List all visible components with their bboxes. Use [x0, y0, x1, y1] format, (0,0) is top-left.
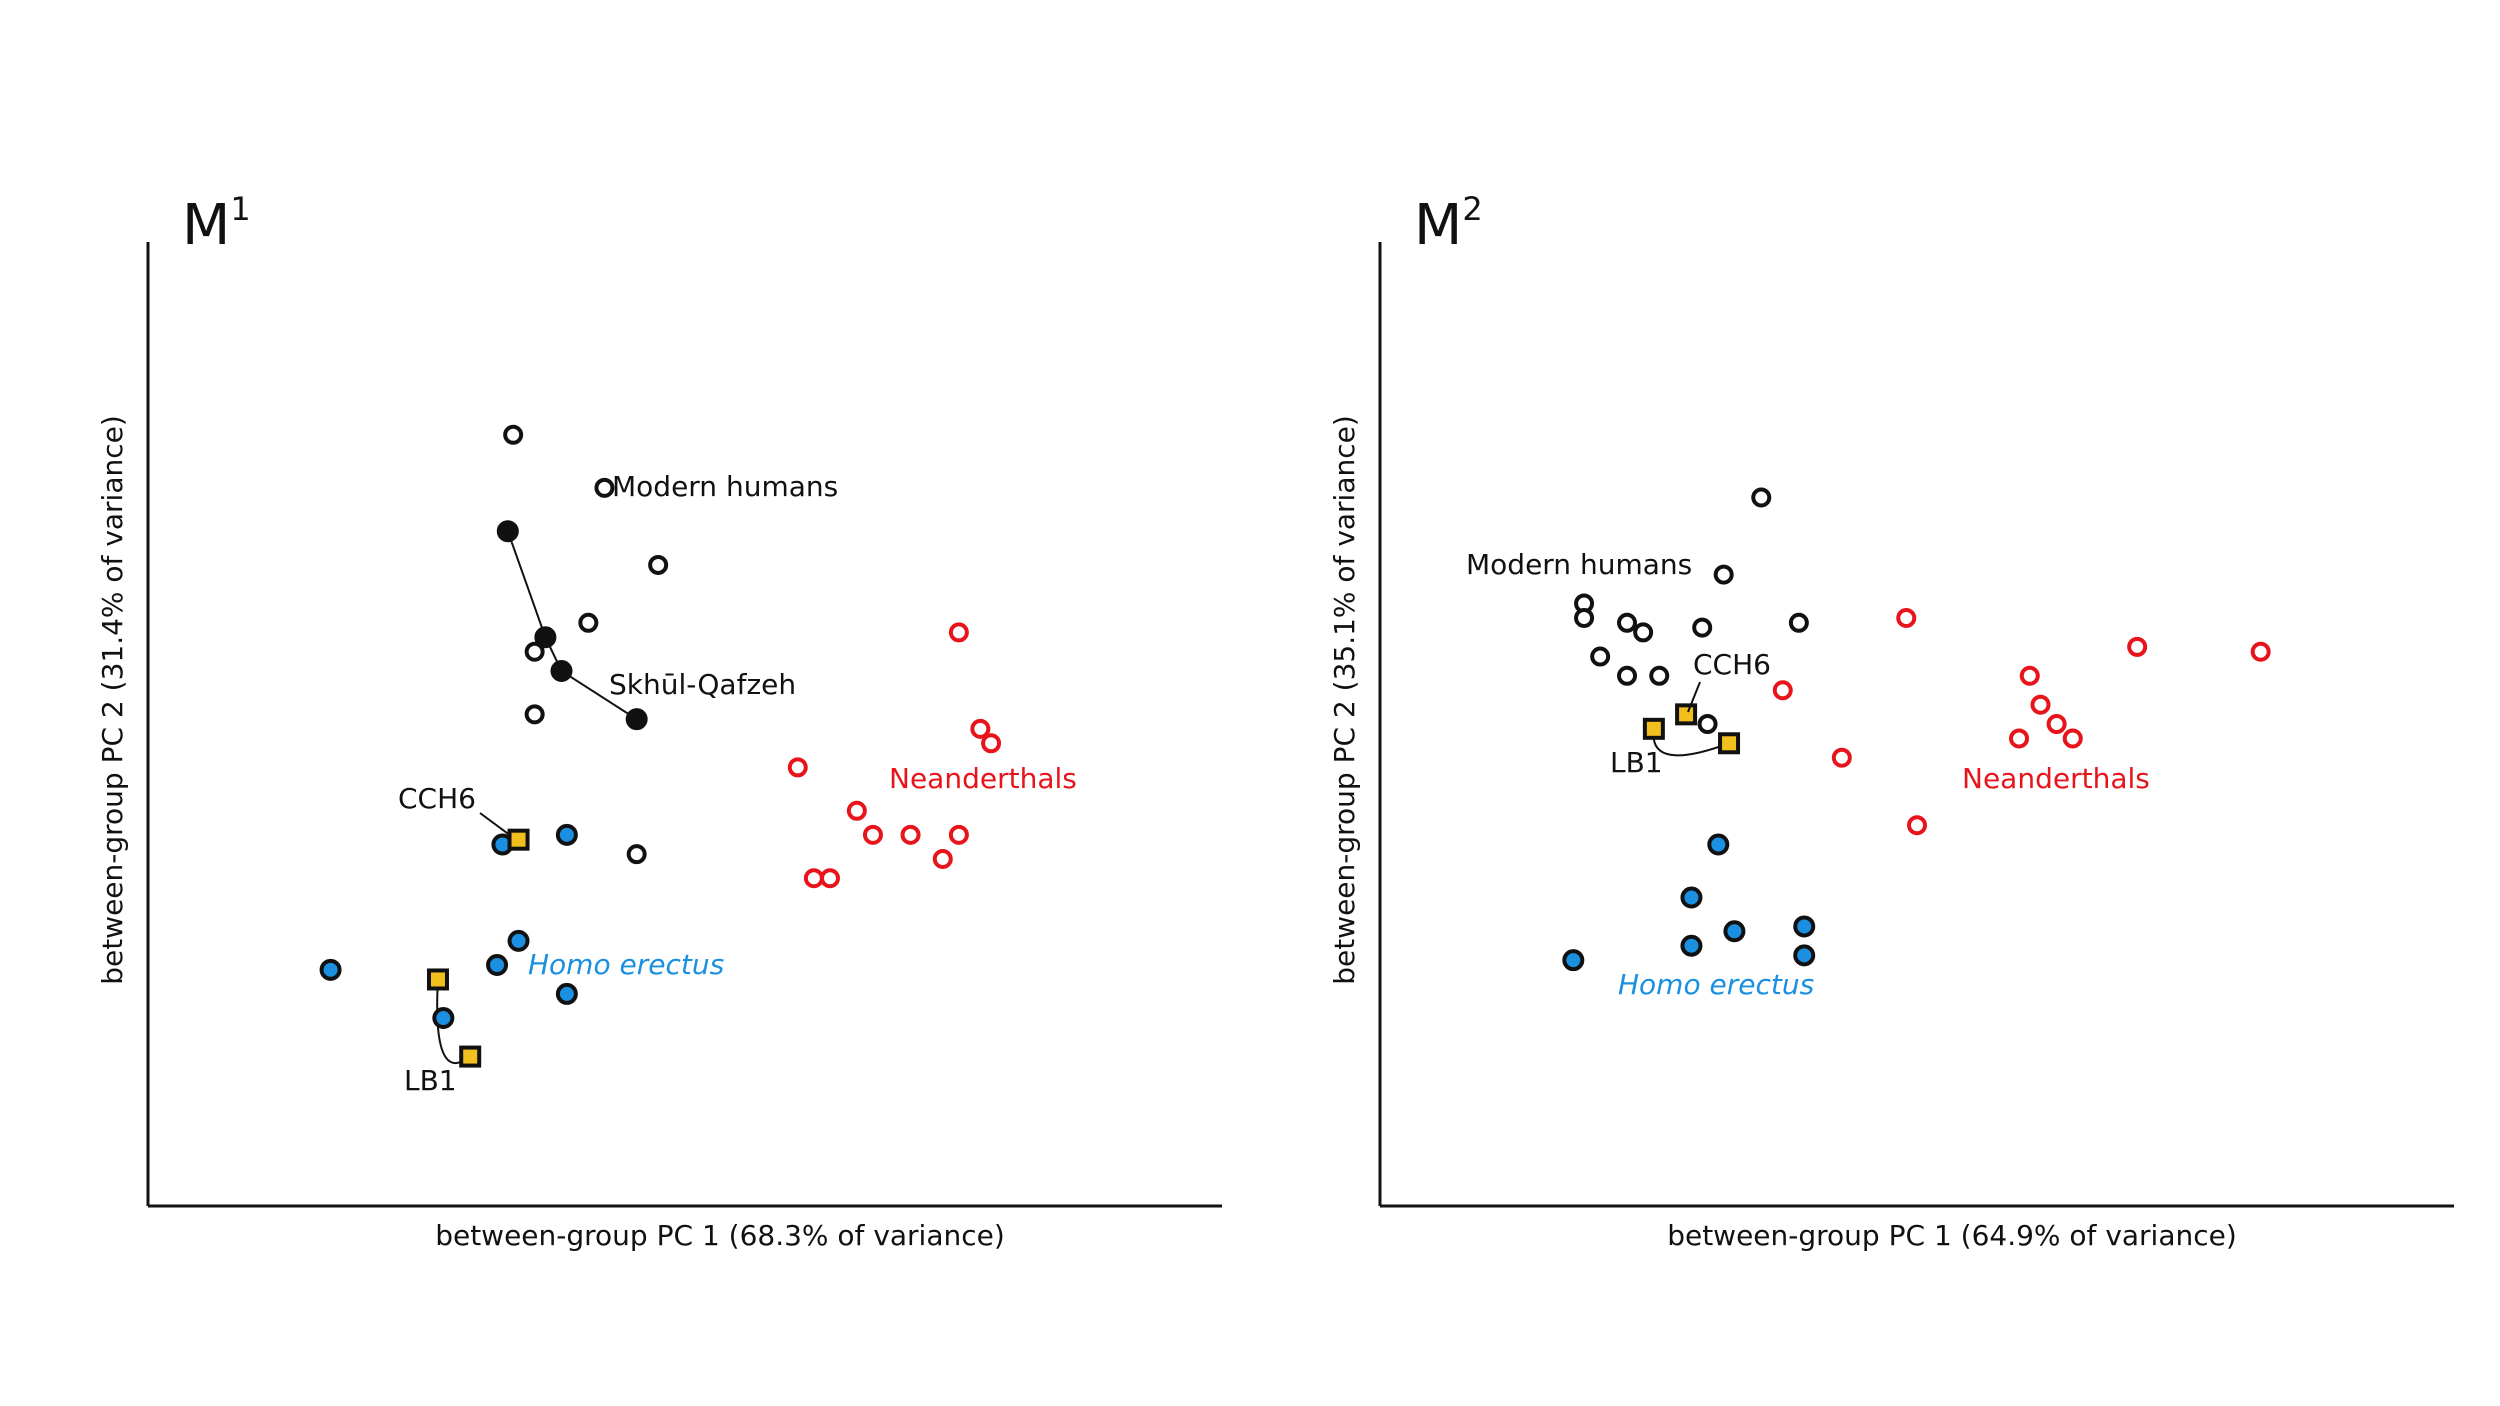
neanderthals-point-7 — [2046, 714, 2067, 734]
lb1-point-1 — [426, 968, 449, 991]
x-axis-label: between-group PC 1 (68.3% of variance) — [435, 1219, 1005, 1252]
homo-erectus-point-1 — [555, 823, 578, 846]
neanderthals-point-6 — [862, 824, 883, 845]
homo-erectus-point-4 — [507, 929, 530, 952]
neanderthals-point-10 — [819, 868, 840, 889]
x-axis-label: between-group PC 1 (64.9% of variance) — [1667, 1219, 2237, 1252]
homo-erectus-point-6 — [1793, 944, 1816, 967]
modern-humans-point-10 — [1617, 665, 1638, 686]
homo-erectus-point-2 — [1680, 886, 1703, 909]
lb1-point-2 — [459, 1045, 482, 1068]
homo-erectus-point-6 — [432, 1007, 455, 1030]
homo-erectus-point-5 — [1680, 934, 1703, 957]
neanderthals-point-6 — [2030, 694, 2051, 715]
panel-m2: M2 between-group PC 1 (64.9% of variance… — [1328, 190, 2454, 1252]
homo-erectus-point-4 — [1793, 915, 1816, 938]
label-neanderthals: Neanderthals — [889, 762, 1077, 795]
modern-humans-point-5 — [1617, 612, 1638, 633]
neanderthals-point-4 — [787, 757, 808, 778]
label-homo-erectus: Homo erectus — [1618, 968, 1814, 1001]
skhul-qafzeh-point-4 — [625, 708, 648, 731]
panel-m1: M1 between-group PC 1 (68.3% of variance… — [96, 190, 1222, 1252]
label-skhul-qafzeh: Skhūl-Qafzeh — [609, 668, 796, 701]
neanderthals-point-11 — [932, 848, 953, 869]
y-axis-label: between-group PC 2 (35.1% of variance) — [1328, 415, 1361, 985]
cch6-point-1 — [1675, 703, 1698, 726]
neanderthals-point-9 — [803, 868, 824, 889]
lb1-point-1 — [1642, 717, 1665, 740]
modern-humans-point-4 — [578, 612, 599, 633]
neanderthals-point-11 — [1907, 815, 1927, 836]
cch6-leader-line — [1687, 681, 1701, 713]
label-lb1: LB1 — [1610, 746, 1663, 779]
neanderthals-point-5 — [846, 800, 867, 821]
modern-humans-point-7 — [1692, 617, 1713, 638]
modern-humans-point-1 — [503, 424, 524, 445]
lb1-point-2 — [1718, 732, 1741, 755]
neanderthals-point-1 — [1896, 607, 1917, 628]
label-modern-humans: Modern humans — [612, 470, 838, 503]
modern-humans-point-1 — [1751, 487, 1772, 508]
homo-erectus-point-5 — [486, 954, 509, 976]
skhul-qafzeh-point-1 — [496, 520, 519, 543]
modern-humans-point-7 — [626, 844, 647, 865]
neanderthals-point-10 — [1831, 747, 1852, 768]
neanderthals-point-3 — [981, 733, 1002, 754]
modern-humans-point-4 — [1574, 607, 1595, 628]
neanderthals-point-7 — [900, 824, 921, 845]
skhul-qafzeh-connector — [506, 530, 638, 721]
neanderthals-point-2 — [970, 718, 991, 739]
modern-humans-point-2 — [1713, 564, 1734, 585]
cch6-leader-line — [479, 812, 512, 837]
label-cch6: CCH6 — [1693, 648, 1771, 681]
modern-humans-point-8 — [1788, 612, 1809, 633]
modern-humans-point-3 — [648, 554, 669, 575]
label-homo-erectus: Homo erectus — [528, 948, 724, 981]
modern-humans-point-11 — [1649, 665, 1670, 686]
label-neanderthals: Neanderthals — [1962, 762, 2150, 795]
skhul-qafzeh-point-2 — [534, 626, 557, 649]
homo-erectus-point-3 — [1723, 920, 1746, 943]
modern-humans-point-6 — [524, 704, 545, 725]
panel-title: M1 — [182, 190, 251, 258]
data-marks — [1562, 487, 2271, 972]
homo-erectus-point-7 — [1562, 949, 1585, 972]
homo-erectus-point-7 — [555, 982, 578, 1005]
modern-humans-point-12 — [1697, 714, 1718, 734]
label-modern-humans: Modern humans — [1466, 548, 1692, 581]
modern-humans-point-2 — [594, 477, 615, 498]
neanderthals-point-9 — [2062, 728, 2083, 749]
neanderthals-point-1 — [948, 622, 969, 643]
y-axis-label: between-group PC 2 (31.4% of variance) — [96, 415, 129, 985]
homo-erectus-point-3 — [319, 958, 342, 981]
neanderthals-point-3 — [2250, 641, 2271, 662]
neanderthals-point-4 — [1772, 680, 1793, 701]
modern-humans-point-6 — [1633, 622, 1654, 643]
neanderthals-point-5 — [2019, 665, 2040, 686]
neanderthals-point-8 — [2009, 728, 2030, 749]
cch6-point-1 — [507, 828, 530, 851]
label-cch6: CCH6 — [398, 782, 476, 815]
modern-humans-point-5 — [524, 641, 545, 662]
neanderthals-point-8 — [948, 824, 969, 845]
neanderthals-point-2 — [2127, 636, 2148, 657]
skhul-qafzeh-point-3 — [550, 659, 573, 682]
data-marks — [319, 424, 1002, 1068]
panel-title: M2 — [1414, 190, 1483, 258]
modern-humans-point-9 — [1590, 646, 1611, 667]
homo-erectus-point-1 — [1707, 833, 1730, 856]
label-lb1: LB1 — [404, 1064, 457, 1097]
